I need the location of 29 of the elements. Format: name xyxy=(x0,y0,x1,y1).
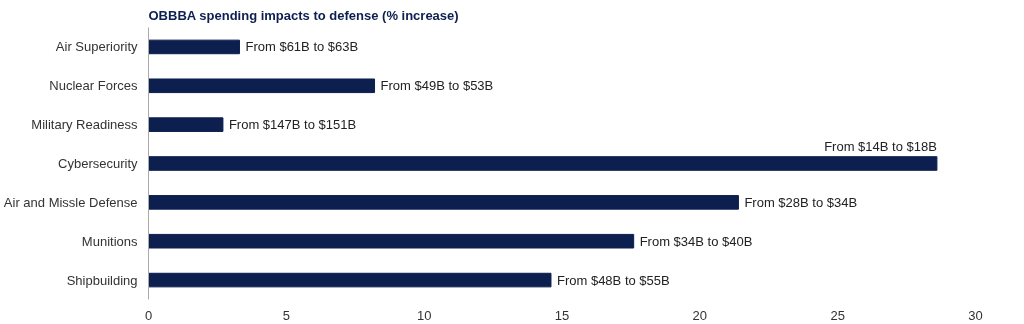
data-label: From $61B to $63B xyxy=(245,39,359,55)
y-tick-label: Nuclear Forces xyxy=(49,78,138,94)
x-tick-label: 5 xyxy=(282,307,290,323)
y-tick-label: Air Superiority xyxy=(55,39,138,55)
y-tick-label: Shipbuilding xyxy=(66,272,138,288)
x-tick-label: 0 xyxy=(144,307,153,323)
chart-title: OBBBA spending impacts to defense (% increase) xyxy=(148,7,459,23)
data-label: From $28B to $34B xyxy=(744,194,858,210)
x-tick-label: 10 xyxy=(416,307,432,323)
data-label: From $49B to $53B xyxy=(380,78,494,94)
y-tick-label: Air and Missle Defense xyxy=(3,194,138,210)
bar xyxy=(148,233,635,249)
x-tick-label: 15 xyxy=(554,307,570,323)
bar xyxy=(148,156,938,171)
data-label: From $14B to $18B xyxy=(824,138,937,154)
data-label: From $147B to $151B xyxy=(228,117,357,133)
y-tick-label: Cybersecurity xyxy=(58,156,138,171)
bar xyxy=(148,195,739,210)
data-label: From $34B to $40B xyxy=(639,233,753,249)
x-tick-label: 30 xyxy=(968,307,983,323)
x-tick-label: 25 xyxy=(830,307,845,323)
y-tick-label: Munitions xyxy=(81,233,138,249)
bar xyxy=(148,117,224,132)
bar xyxy=(148,78,376,94)
data-label: From $48B to $55B xyxy=(556,272,670,288)
bar xyxy=(148,272,552,288)
bar xyxy=(148,39,240,55)
x-tick-label: 20 xyxy=(692,307,708,323)
y-tick-label: Military Readiness xyxy=(31,117,138,133)
